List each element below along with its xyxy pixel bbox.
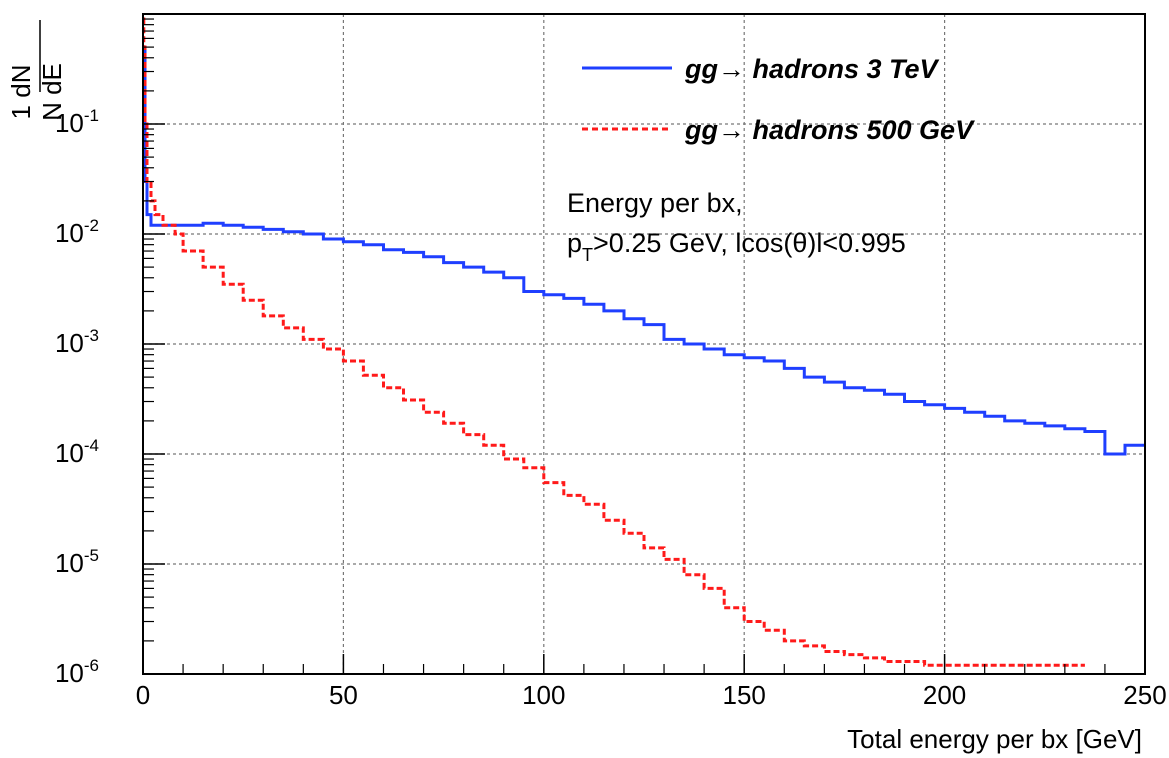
annotation: Energy per bx, pT>0.25 GeV, lcos(θ)l<0.9… [567,188,906,265]
y-tick-label: 10-1 [55,106,99,138]
y-axis-title: 1 dN N dE [6,20,67,121]
annotation-line-1: Energy per bx, [567,188,743,218]
y-tick-label: 10-2 [55,216,99,248]
legend-label-series-2: gg→ hadrons 500 GeV [684,115,975,145]
series-line-2 [143,17,1085,667]
y-axis-title-numerator: 1 dN [6,65,36,120]
x-tick-label: 150 [723,680,766,710]
annotation-subscript: T [582,245,593,265]
series-line-1 [143,45,1145,456]
y-tick-label: 10-6 [55,656,99,688]
y-tick-label: 10-3 [55,326,99,358]
x-tick-label: 50 [329,680,358,710]
y-tick-label: 10-4 [55,436,99,468]
y-tick-label: 10-5 [55,546,99,578]
annotation-line-2: pT>0.25 GeV, lcos(θ)l<0.995 [567,228,906,265]
annotation-rest: >0.25 GeV, lcos(θ)l<0.995 [593,228,906,258]
x-axis-title: Total energy per bx [GeV] [847,724,1142,754]
plot-frame [142,13,1146,675]
y-axis-title-denominator: N dE [37,63,67,121]
legend-label-series-1: gg→ hadrons 3 TeV [684,54,940,84]
x-tick-label: 0 [136,680,150,710]
annotation-p: p [567,228,582,258]
legend: gg→ hadrons 3 TeV gg→ hadrons 500 GeV [582,54,975,145]
y-tick-labels: 10-6 10-5 10-4 10-3 10-2 10-1 [55,106,99,688]
x-tick-labels: 0 50 100 150 200 250 [136,680,1167,710]
series-layer [143,17,1145,667]
grid-layer [143,14,1145,674]
x-tick-label: 200 [923,680,966,710]
x-tick-label: 100 [522,680,565,710]
x-tick-label: 250 [1123,680,1166,710]
